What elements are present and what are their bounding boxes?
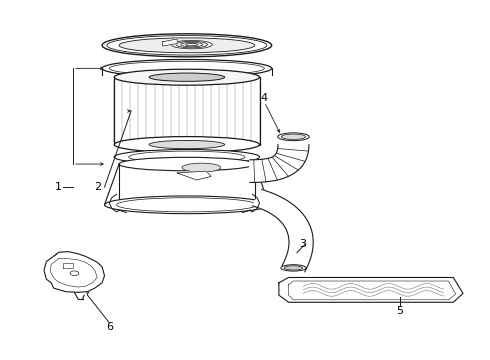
Ellipse shape xyxy=(119,157,255,171)
Ellipse shape xyxy=(149,73,224,81)
Ellipse shape xyxy=(117,198,257,212)
Polygon shape xyxy=(252,189,313,272)
Text: 3: 3 xyxy=(299,239,307,249)
Ellipse shape xyxy=(104,196,269,214)
Ellipse shape xyxy=(114,149,260,165)
Text: 6: 6 xyxy=(106,322,113,332)
Ellipse shape xyxy=(119,38,255,53)
Ellipse shape xyxy=(149,140,224,149)
Polygon shape xyxy=(250,144,309,183)
Ellipse shape xyxy=(70,271,79,275)
Ellipse shape xyxy=(114,69,260,85)
Polygon shape xyxy=(177,171,211,180)
Polygon shape xyxy=(279,278,463,302)
Text: 1: 1 xyxy=(55,182,62,192)
Ellipse shape xyxy=(102,34,271,57)
Text: 2: 2 xyxy=(94,182,101,192)
Ellipse shape xyxy=(102,59,271,77)
Polygon shape xyxy=(63,263,73,268)
Ellipse shape xyxy=(107,36,267,55)
Ellipse shape xyxy=(114,136,260,153)
Text: 5: 5 xyxy=(396,306,404,316)
Ellipse shape xyxy=(278,133,309,141)
Polygon shape xyxy=(44,252,104,292)
Ellipse shape xyxy=(281,265,306,271)
Text: 4: 4 xyxy=(261,94,268,103)
Ellipse shape xyxy=(129,151,245,163)
Polygon shape xyxy=(163,39,177,46)
Ellipse shape xyxy=(284,266,303,270)
Ellipse shape xyxy=(109,61,265,76)
Ellipse shape xyxy=(281,134,306,139)
Ellipse shape xyxy=(182,163,221,172)
